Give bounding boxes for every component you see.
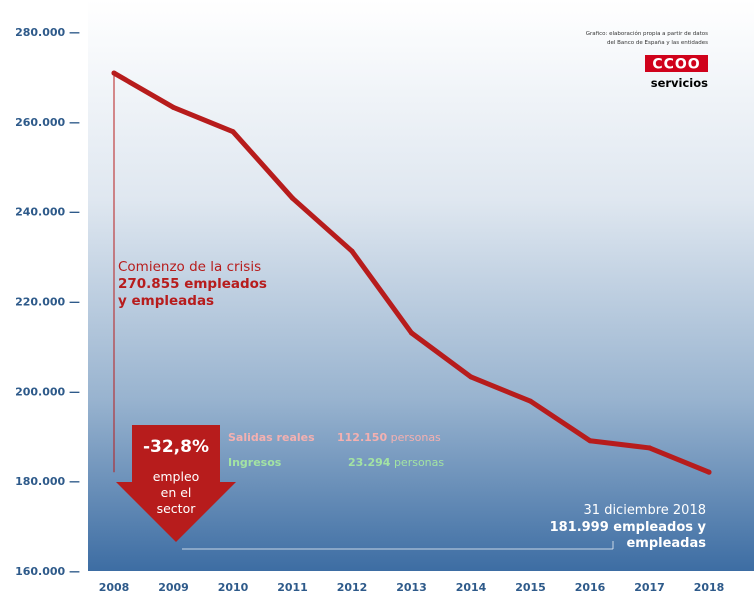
salidas-figure: 112.150 personas bbox=[337, 431, 441, 444]
salidas-label: Salidas reales bbox=[228, 431, 315, 444]
x-tick-label: 2017 bbox=[634, 581, 665, 594]
end-annotation-line-2: 181.999 empleados y bbox=[550, 520, 707, 535]
start-annotation: Comienzo de la crisis 270.855 empleados … bbox=[118, 259, 267, 309]
x-tick-label: 2011 bbox=[277, 581, 308, 594]
y-tick-label: 240.000 — bbox=[15, 206, 80, 219]
salidas-value: 112.150 bbox=[337, 431, 387, 444]
start-annotation-line-3: y empleadas bbox=[118, 293, 214, 309]
x-tick-label: 2015 bbox=[515, 581, 546, 594]
end-annotation-line-3: empleadas bbox=[626, 536, 706, 551]
data-point bbox=[587, 438, 593, 444]
y-tick-label: 220.000 — bbox=[15, 296, 80, 309]
y-tick-label: 180.000 — bbox=[15, 475, 80, 488]
data-point bbox=[528, 398, 533, 404]
ingresos-unit: personas bbox=[394, 456, 444, 469]
arrow-line-1: empleo bbox=[153, 469, 200, 484]
ingresos-label: Ingresos bbox=[228, 456, 282, 469]
data-point bbox=[290, 195, 295, 201]
arrow-line-3: sector bbox=[157, 501, 197, 516]
data-point bbox=[468, 374, 474, 380]
ingresos-figure: 23.294 personas bbox=[348, 456, 444, 469]
x-tick-label: 2014 bbox=[456, 581, 487, 594]
x-tick-label: 2012 bbox=[337, 581, 368, 594]
x-axis: 2008 2009 2010 2011 2012 2013 2014 2015 2016 2017… bbox=[99, 581, 725, 594]
arrow-percent: -32,8% bbox=[143, 437, 209, 457]
source-note-line-2: del Banco de España y las entidades bbox=[607, 40, 708, 46]
data-point bbox=[230, 129, 236, 135]
x-tick-label: 2018 bbox=[694, 581, 725, 594]
x-tick-label: 2008 bbox=[99, 581, 130, 594]
end-annotation: 31 diciembre 2018 181.999 empleados y em… bbox=[550, 503, 707, 551]
data-point bbox=[349, 248, 355, 254]
data-point bbox=[647, 445, 652, 451]
x-tick-label: 2013 bbox=[396, 581, 427, 594]
y-tick-label: 280.000 — bbox=[15, 26, 80, 39]
data-point bbox=[171, 104, 176, 110]
salidas-unit: personas bbox=[391, 431, 441, 444]
logo-subtitle: servicios bbox=[651, 76, 708, 90]
x-tick-label: 2009 bbox=[158, 581, 189, 594]
source-note-line-1: Grafico: elaboración propia a partir de … bbox=[586, 30, 708, 37]
y-tick-label: 160.000 — bbox=[15, 565, 80, 578]
logo-text: CCOO bbox=[652, 57, 700, 73]
y-tick-label: 260.000 — bbox=[15, 116, 80, 129]
data-point bbox=[409, 330, 414, 336]
data-point bbox=[706, 469, 712, 475]
end-annotation-line-1: 31 diciembre 2018 bbox=[584, 503, 706, 518]
ccoo-logo: CCOO servicios bbox=[645, 55, 708, 90]
series bbox=[111, 70, 712, 550]
decline-arrow: -32,8% empleo en el sector bbox=[116, 425, 236, 542]
y-axis: 160.000 — 180.000 — 200.000 — 220.000 — 240.… bbox=[15, 26, 80, 578]
data-point bbox=[111, 70, 117, 76]
arrow-shape bbox=[116, 425, 236, 542]
x-tick-label: 2010 bbox=[218, 581, 249, 594]
ingresos-value: 23.294 bbox=[348, 456, 391, 469]
arrow-line-2: en el bbox=[161, 485, 192, 500]
start-annotation-line-1: Comienzo de la crisis bbox=[118, 259, 261, 275]
start-annotation-line-2: 270.855 empleados bbox=[118, 276, 267, 292]
logo-box bbox=[645, 55, 708, 72]
x-tick-label: 2016 bbox=[575, 581, 606, 594]
y-tick-label: 200.000 — bbox=[15, 385, 80, 398]
flows-summary: Salidas reales 112.150 personas Ingresos… bbox=[228, 431, 444, 469]
